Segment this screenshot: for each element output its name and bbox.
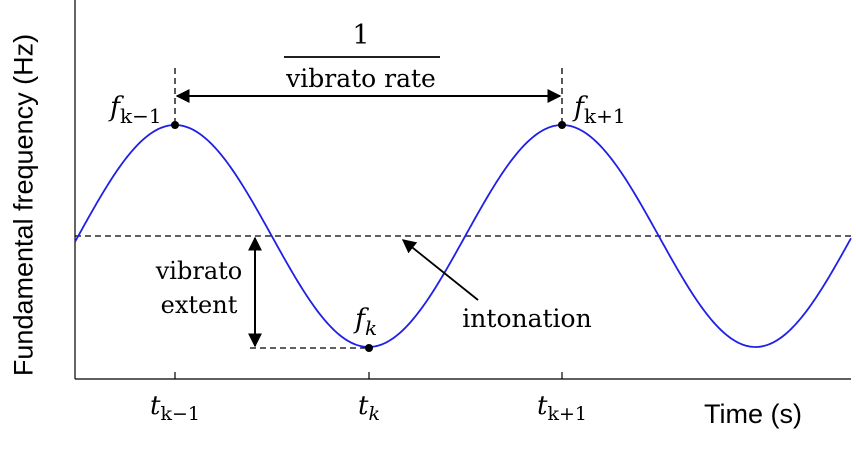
label-f-k: fk (353, 304, 377, 340)
tick-label-t-prev: tk−1 (150, 391, 200, 425)
y-axis-label: Fundamental frequency (Hz) (8, 33, 39, 377)
point-f-next (558, 121, 566, 129)
extent-label-line2: extent (161, 291, 238, 319)
tick-label-t-k: tk (358, 391, 380, 425)
intonation-label: intonation (462, 304, 591, 333)
fundamental-frequency-curve (74, 124, 852, 348)
fraction-numerator: 1 (352, 20, 369, 51)
tick-label-t-next: tk+1 (537, 391, 587, 425)
label-f-prev: fk−1 (108, 92, 162, 128)
intonation-pointer-arrow (401, 239, 479, 301)
point-f-k (365, 344, 373, 352)
fraction-denominator: vibrato rate (285, 64, 436, 93)
x-axis-label: Time (s) (704, 399, 802, 429)
point-f-prev (171, 121, 179, 129)
extent-label-line1: vibrato (155, 257, 242, 285)
label-f-next: fk+1 (572, 92, 626, 128)
